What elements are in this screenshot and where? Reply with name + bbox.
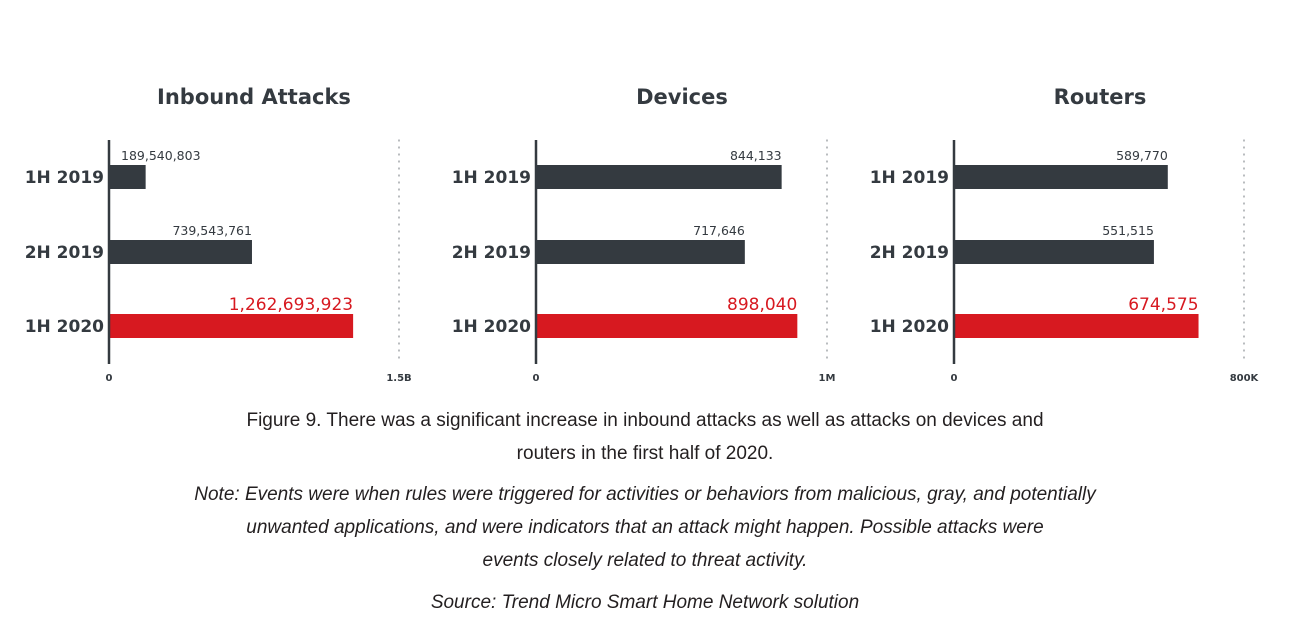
note-line: Note: Events were when rules were trigge… — [194, 484, 1096, 505]
tick-label: 0 — [951, 373, 958, 384]
category-label: 2H 2019 — [870, 243, 949, 263]
category-label: 1H 2019 — [452, 168, 531, 188]
chart-title: Devices — [636, 85, 728, 109]
note-line: events closely related to threat activit… — [482, 550, 808, 571]
bar — [954, 165, 1168, 189]
source-line: Source: Trend Micro Smart Home Network s… — [430, 592, 860, 613]
bar — [109, 314, 354, 338]
value-label: 674,575 — [1128, 295, 1198, 315]
value-label: 589,770 — [1116, 148, 1168, 163]
category-label: 1H 2020 — [452, 317, 531, 337]
category-label: 1H 2019 — [870, 168, 949, 188]
figure-caption: Figure 9. There was a significant increa… — [0, 404, 1290, 470]
value-label: 189,540,803 — [121, 148, 201, 163]
category-label: 2H 2019 — [452, 243, 531, 263]
caption-line: Figure 9. There was a significant increa… — [246, 410, 1044, 431]
tick-label: 0 — [106, 373, 113, 384]
bar — [536, 240, 745, 264]
category-label: 1H 2020 — [25, 317, 104, 337]
value-label: 844,133 — [730, 148, 782, 163]
tick-label: 0 — [533, 373, 540, 384]
caption-line: routers in the first half of 2020. — [516, 443, 774, 464]
chart-title: Routers — [1054, 85, 1147, 109]
value-label: 739,543,761 — [172, 223, 252, 238]
chart-title: Inbound Attacks — [157, 85, 351, 109]
tick-label: 1M — [819, 373, 836, 384]
value-label: 717,646 — [693, 223, 745, 238]
category-label: 1H 2019 — [25, 168, 104, 188]
figure-source: Source: Trend Micro Smart Home Network s… — [0, 586, 1290, 619]
category-label: 1H 2020 — [870, 317, 949, 337]
bar — [109, 240, 252, 264]
category-label: 2H 2019 — [25, 243, 104, 263]
bar — [109, 165, 146, 189]
tick-label: 1.5B — [386, 373, 411, 384]
bar — [954, 240, 1154, 264]
bar — [536, 165, 782, 189]
value-label: 551,515 — [1102, 223, 1154, 238]
bar-charts: Inbound Attacks 189,540,803 1H 2019 739,543… — [25, 85, 1260, 384]
charts-area: Inbound Attacks 189,540,803 1H 2019 739,543… — [25, 85, 1260, 384]
bar — [536, 314, 798, 338]
note-line: unwanted applications, and were indicato… — [246, 517, 1044, 538]
value-label: 1,262,693,923 — [229, 295, 353, 315]
figure-note: Note: Events were when rules were trigge… — [0, 478, 1290, 577]
value-label: 898,040 — [727, 295, 797, 315]
bar — [954, 314, 1199, 338]
tick-label: 800K — [1230, 373, 1260, 384]
